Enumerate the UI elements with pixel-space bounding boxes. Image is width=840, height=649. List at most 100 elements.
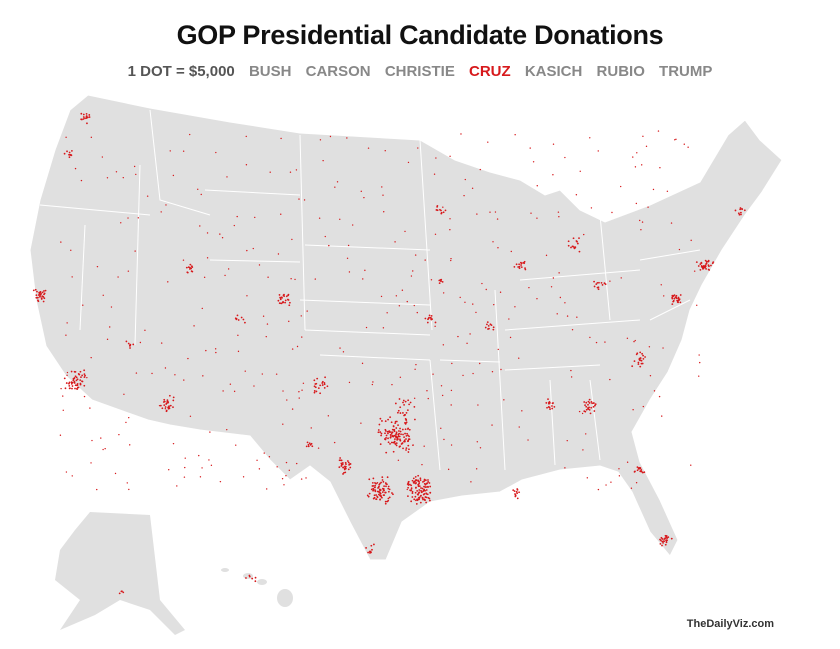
donation-dot bbox=[206, 257, 209, 259]
donation-dot bbox=[340, 459, 343, 462]
donation-dot bbox=[641, 362, 644, 365]
donation-dot bbox=[596, 282, 599, 284]
donation-dot bbox=[636, 466, 639, 468]
donation-dot bbox=[509, 336, 512, 339]
donation-dot bbox=[319, 384, 322, 387]
donation-dot bbox=[699, 268, 702, 271]
donation-dot bbox=[71, 387, 73, 390]
donation-dot bbox=[75, 379, 78, 382]
donation-dot bbox=[640, 469, 643, 471]
donation-dot bbox=[68, 154, 71, 156]
donation-dot bbox=[417, 474, 420, 477]
donation-dot bbox=[258, 468, 261, 470]
donation-dot bbox=[165, 409, 168, 412]
donation-dot bbox=[79, 382, 82, 385]
donation-dot bbox=[395, 444, 398, 447]
donation-dot bbox=[704, 264, 707, 267]
donation-dot bbox=[198, 454, 200, 457]
donation-dot bbox=[662, 541, 664, 544]
donation-dot bbox=[405, 438, 407, 440]
donation-dot bbox=[375, 498, 377, 500]
donation-dot bbox=[405, 418, 408, 421]
donation-dot bbox=[323, 383, 326, 386]
donation-dot bbox=[421, 463, 423, 466]
donation-dot bbox=[351, 224, 354, 226]
donation-dot bbox=[206, 232, 209, 234]
donation-dot bbox=[91, 439, 93, 442]
donation-dot bbox=[550, 286, 553, 288]
donation-dot bbox=[187, 266, 190, 269]
donation-dot bbox=[414, 475, 417, 478]
donation-dot bbox=[635, 353, 638, 356]
donation-dot bbox=[387, 441, 390, 444]
donation-dot bbox=[84, 374, 86, 377]
donation-dot bbox=[508, 318, 510, 320]
donation-dot bbox=[389, 443, 391, 445]
donation-dot bbox=[661, 540, 664, 543]
donation-dot bbox=[298, 198, 300, 200]
lower-48-states bbox=[29, 94, 783, 561]
donation-dot bbox=[391, 431, 394, 434]
donation-dot bbox=[559, 296, 562, 299]
donation-dot bbox=[634, 166, 637, 168]
donation-dot bbox=[68, 387, 71, 390]
candidate-christie[interactable]: CHRISTIE bbox=[384, 63, 455, 80]
donation-dot bbox=[127, 342, 130, 345]
donation-dot bbox=[237, 350, 240, 353]
donation-dot bbox=[641, 221, 644, 223]
donation-dot bbox=[85, 115, 88, 118]
candidate-bush[interactable]: BUSH bbox=[248, 63, 292, 80]
donation-dot bbox=[242, 318, 245, 321]
donation-dot bbox=[362, 278, 364, 280]
donation-dot bbox=[671, 294, 674, 297]
donation-dot bbox=[372, 487, 375, 490]
donation-dot bbox=[83, 395, 86, 398]
donation-dot bbox=[405, 412, 408, 414]
donation-dot bbox=[100, 437, 102, 439]
candidate-carson[interactable]: CARSON bbox=[305, 63, 371, 80]
donation-dot bbox=[183, 379, 185, 381]
donation-dot bbox=[406, 300, 408, 303]
donation-dot bbox=[426, 390, 428, 392]
donation-dot bbox=[79, 370, 82, 373]
donation-dot bbox=[164, 408, 167, 410]
candidate-cruz[interactable]: CRUZ bbox=[469, 63, 511, 80]
donation-dot bbox=[399, 445, 401, 448]
donation-dot bbox=[442, 211, 445, 214]
donation-dot bbox=[583, 410, 586, 413]
donation-dot bbox=[589, 412, 592, 415]
donation-dot bbox=[63, 377, 66, 380]
donation-dot bbox=[426, 321, 429, 324]
donation-dot bbox=[401, 289, 404, 291]
donation-dot bbox=[424, 499, 426, 501]
donation-dot bbox=[673, 297, 676, 300]
donation-dot bbox=[403, 436, 405, 439]
donation-dot bbox=[589, 336, 591, 339]
donation-dot bbox=[585, 405, 588, 408]
donation-dot bbox=[372, 489, 374, 492]
candidate-trump[interactable]: TRUMP bbox=[659, 63, 713, 80]
donation-dot bbox=[423, 482, 426, 485]
donation-dot bbox=[529, 147, 531, 149]
donation-dot bbox=[479, 168, 481, 171]
dot-scale-label: 1 DOT = $5,000 bbox=[127, 63, 235, 80]
donation-dot bbox=[40, 298, 43, 300]
donation-dot bbox=[333, 441, 336, 444]
candidate-kasich[interactable]: KASICH bbox=[524, 63, 583, 80]
candidate-rubio[interactable]: RUBIO bbox=[596, 63, 645, 80]
donation-dot bbox=[135, 372, 138, 374]
donation-dot bbox=[384, 428, 387, 431]
donation-dot bbox=[699, 263, 702, 266]
donation-dot bbox=[551, 405, 553, 407]
donation-dot bbox=[128, 488, 130, 491]
donation-dot bbox=[653, 390, 656, 392]
donation-dot bbox=[396, 436, 398, 439]
donation-dot bbox=[417, 485, 420, 488]
donation-dot bbox=[366, 494, 369, 497]
donation-dot bbox=[571, 245, 574, 248]
donation-dot bbox=[707, 259, 710, 262]
donation-dot bbox=[397, 435, 400, 438]
donation-dot bbox=[323, 386, 326, 389]
donation-dot bbox=[406, 488, 408, 491]
